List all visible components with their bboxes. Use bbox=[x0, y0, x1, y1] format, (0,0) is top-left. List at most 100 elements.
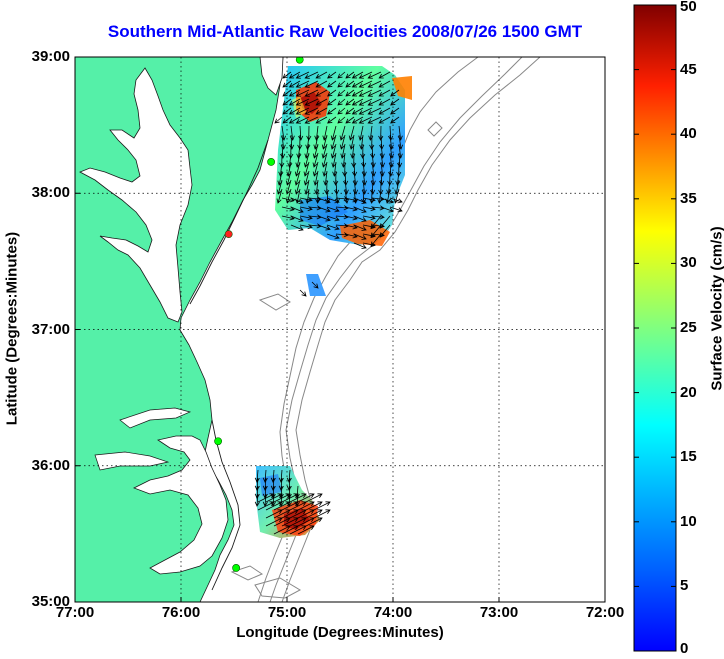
velocity-arrow bbox=[351, 71, 364, 79]
velocity-arrow bbox=[289, 525, 307, 535]
velocity-arrow bbox=[278, 161, 284, 177]
velocity-arrow bbox=[297, 501, 315, 511]
colorbar-tick-label: 5 bbox=[680, 577, 689, 595]
velocity-arrow bbox=[295, 107, 310, 115]
velocity-arrow bbox=[290, 224, 304, 231]
y-tick-label: 39:00 bbox=[31, 48, 70, 65]
velocity-arrow bbox=[295, 80, 310, 88]
velocity-arrow bbox=[288, 107, 301, 115]
velocity-arrow bbox=[295, 98, 310, 106]
velocity-arrow bbox=[326, 233, 340, 240]
velocity-arrow bbox=[254, 485, 260, 499]
velocity-arrow bbox=[337, 71, 346, 79]
velocity-arrow bbox=[288, 71, 301, 79]
grid-lines bbox=[75, 57, 605, 602]
velocity-arrow bbox=[351, 98, 364, 106]
velocity-arrow bbox=[286, 469, 292, 483]
velocity-arrow bbox=[344, 233, 358, 239]
velocity-arrow bbox=[358, 71, 373, 79]
velocity-arrow bbox=[314, 125, 320, 141]
velocity-arrow bbox=[378, 71, 391, 79]
velocity-arrow bbox=[294, 179, 301, 195]
velocity-arrow bbox=[326, 215, 340, 222]
velocity-arrow bbox=[262, 493, 268, 507]
velocity-arrow bbox=[321, 152, 328, 168]
velocity-arrow bbox=[378, 80, 391, 88]
velocity-arrow bbox=[349, 134, 355, 150]
velocity-arrow bbox=[290, 197, 304, 204]
velocity-arrow bbox=[305, 188, 311, 204]
colorbar-tick-label: 35 bbox=[680, 189, 697, 207]
velocity-arrow bbox=[324, 179, 330, 195]
velocity-arrow bbox=[378, 89, 391, 97]
velocity-arrow bbox=[303, 170, 310, 186]
velocity-arrow bbox=[389, 206, 403, 213]
y-tick-label: 37:00 bbox=[31, 320, 70, 338]
colorbar-tick-label: 50 bbox=[680, 0, 697, 15]
velocity-arrow bbox=[337, 89, 346, 97]
velocity-arrow bbox=[327, 71, 337, 79]
velocity-arrow bbox=[317, 224, 331, 231]
velocity-arrow bbox=[353, 242, 367, 249]
velocity-arrow bbox=[281, 493, 299, 503]
velocity-arrow bbox=[362, 242, 376, 248]
velocity-arrow bbox=[337, 116, 346, 124]
velocity-arrow bbox=[327, 107, 337, 115]
velocity-arrow bbox=[353, 215, 367, 222]
y-tick-label: 36:00 bbox=[31, 456, 70, 474]
velocity-arrow bbox=[344, 215, 358, 221]
velocity-arrow bbox=[348, 125, 355, 141]
x-axis-label: Longitude (Degrees:Minutes) bbox=[236, 624, 444, 641]
velocity-arrow bbox=[294, 170, 301, 186]
velocity-arrow bbox=[281, 509, 299, 519]
velocity-arrow bbox=[294, 161, 301, 177]
velocity-arrow bbox=[304, 71, 319, 79]
colorbar-tick-label: 25 bbox=[680, 319, 697, 336]
velocity-arrow bbox=[315, 89, 328, 97]
velocity-arrow bbox=[273, 509, 291, 519]
velocity-arrow bbox=[342, 161, 348, 177]
velocity-arrow bbox=[335, 232, 349, 238]
velocity-arrow bbox=[378, 107, 391, 115]
station-5 bbox=[232, 564, 241, 572]
velocity-arrow bbox=[281, 517, 299, 527]
velocity-arrow bbox=[378, 125, 384, 141]
velocity-arrow bbox=[352, 170, 358, 186]
velocity-arrow bbox=[326, 197, 340, 204]
velocity-arrow bbox=[344, 197, 358, 203]
velocity-arrow bbox=[289, 493, 307, 503]
velocity-arrow bbox=[351, 80, 364, 88]
velocity-arrow bbox=[333, 170, 339, 186]
velocity-arrow bbox=[304, 116, 319, 124]
velocity-arrow bbox=[369, 134, 375, 150]
velocity-arrow bbox=[335, 214, 349, 220]
velocity-arrow bbox=[315, 107, 328, 115]
velocity-arrow bbox=[285, 170, 292, 186]
velocity-arrow bbox=[295, 116, 310, 124]
velocity-arrow bbox=[321, 143, 328, 159]
velocity-arrow bbox=[290, 206, 304, 213]
velocity-arrow bbox=[287, 152, 293, 168]
velocity-arrow bbox=[281, 501, 299, 511]
velocity-arrow bbox=[299, 289, 307, 297]
velocity-arrow bbox=[345, 98, 355, 106]
velocity-arrow bbox=[288, 116, 301, 124]
velocity-arrow bbox=[311, 281, 319, 289]
colorbar bbox=[633, 4, 677, 652]
station-3 bbox=[224, 230, 233, 239]
velocity-arrow bbox=[367, 80, 382, 88]
pamlico-sound bbox=[133, 435, 229, 575]
velocity-arrow bbox=[397, 152, 403, 168]
velocity-arrow bbox=[257, 493, 275, 503]
velocity-arrow bbox=[327, 98, 337, 106]
velocity-arrow bbox=[345, 107, 355, 115]
velocity-arrow bbox=[345, 71, 355, 79]
barrier-islands bbox=[189, 139, 269, 591]
velocity-arrow bbox=[288, 80, 301, 88]
velocity-arrow bbox=[344, 224, 358, 230]
velocity-arrow bbox=[390, 98, 400, 106]
velocity-arrow bbox=[297, 517, 315, 527]
velocity-arrow bbox=[285, 188, 292, 204]
velocity-arrow bbox=[304, 80, 319, 88]
